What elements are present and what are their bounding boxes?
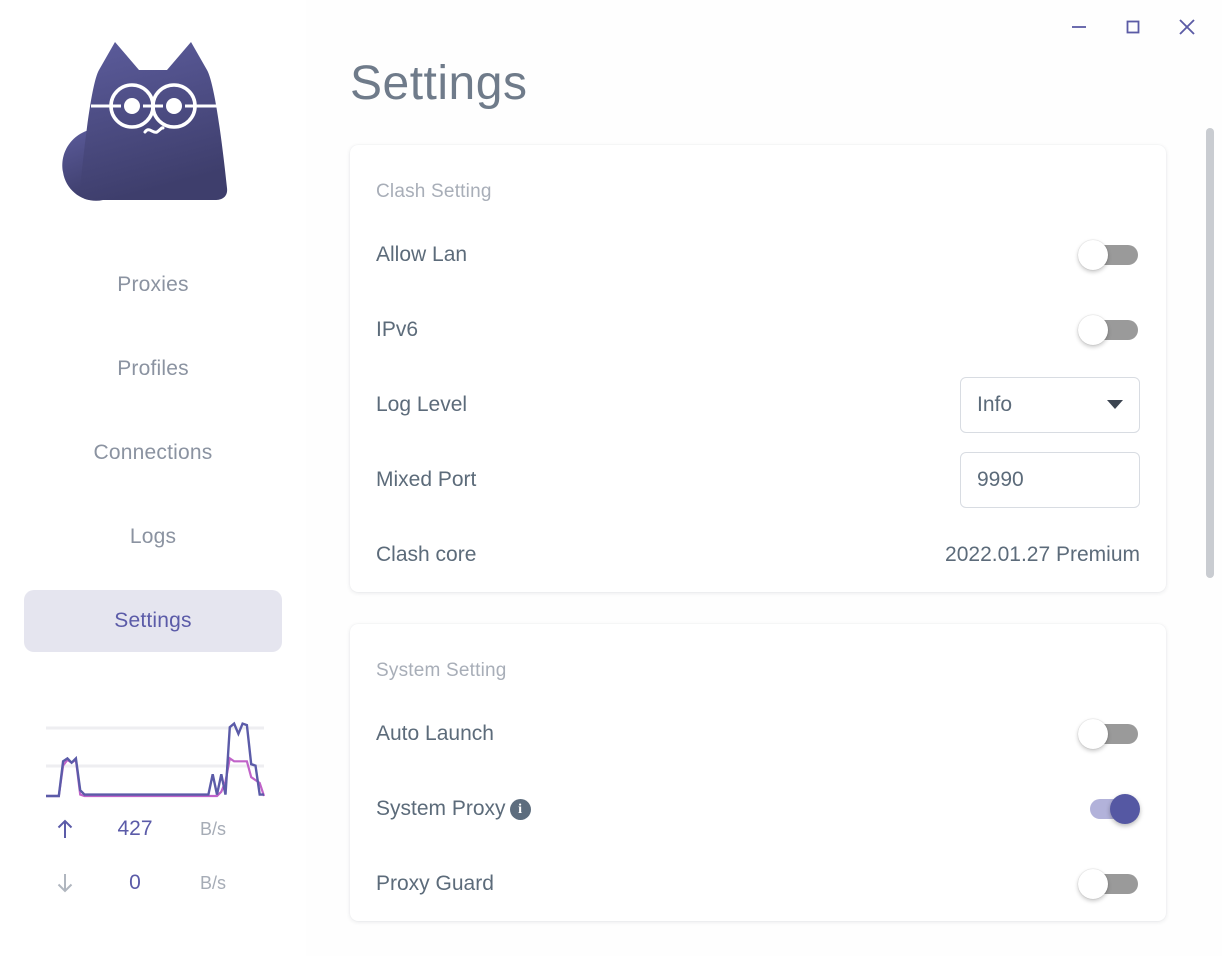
- proxy-guard-toggle[interactable]: [1078, 865, 1140, 903]
- ipv6-toggle[interactable]: [1078, 311, 1140, 349]
- row-label-text: System Proxy: [376, 796, 506, 820]
- clash-cat-logo: [53, 22, 253, 222]
- sidebar: Proxies Profiles Connections Logs Settin…: [0, 0, 306, 956]
- minimize-button[interactable]: [1066, 14, 1092, 40]
- sidebar-item-connections[interactable]: Connections: [24, 422, 282, 484]
- card-title: Clash Setting: [376, 181, 492, 202]
- clash-setting-card: Clash Setting Allow Lan IPv6: [350, 145, 1166, 592]
- minimize-icon: [1068, 16, 1090, 38]
- toggle-knob: [1078, 239, 1108, 270]
- chevron-down-icon: [1107, 400, 1123, 409]
- sidebar-item-label: Logs: [129, 525, 177, 548]
- card-title: System Setting: [376, 660, 507, 681]
- main-content: Settings Clash Setting Allow Lan IPv6: [306, 0, 1222, 956]
- traffic-upload-row: 427 B/s: [38, 802, 268, 856]
- maximize-icon: [1122, 16, 1144, 38]
- sidebar-nav: Proxies Profiles Connections Logs Settin…: [0, 254, 306, 674]
- download-speed-value: 0: [129, 871, 141, 894]
- arrow-down-icon: [38, 870, 92, 896]
- row-allow-lan: Allow Lan: [376, 217, 1140, 292]
- upload-speed-value: 427: [117, 817, 153, 840]
- sidebar-item-label: Profiles: [117, 357, 189, 380]
- row-ipv6: IPv6: [376, 292, 1140, 367]
- row-proxy-guard: Proxy Guard: [376, 846, 1140, 921]
- row-label: System Proxy i: [376, 797, 531, 821]
- row-label: Allow Lan: [376, 242, 468, 266]
- sidebar-item-label: Connections: [93, 441, 213, 464]
- close-icon: [1175, 15, 1199, 39]
- sidebar-item-profiles[interactable]: Profiles: [24, 338, 282, 400]
- info-icon[interactable]: i: [509, 799, 531, 820]
- row-label: IPv6: [376, 317, 419, 341]
- page-title: Settings: [350, 57, 528, 110]
- sidebar-item-proxies[interactable]: Proxies: [24, 254, 282, 316]
- row-clash-core: Clash core 2022.01.27 Premium: [376, 517, 1140, 592]
- row-label: Proxy Guard: [376, 871, 494, 895]
- row-label: Clash core: [376, 542, 477, 566]
- row-label: Auto Launch: [376, 721, 494, 745]
- toggle-knob: [1078, 314, 1108, 345]
- traffic-widget: 427 B/s 0 B/s: [38, 714, 268, 910]
- row-label: Mixed Port: [376, 467, 477, 491]
- arrow-up-icon: [38, 816, 92, 842]
- row-mixed-port: Mixed Port: [376, 442, 1140, 517]
- traffic-download-row: 0 B/s: [38, 856, 268, 910]
- toggle-knob: [1110, 793, 1140, 824]
- log-level-value: Info: [977, 392, 1013, 416]
- sidebar-item-label: Proxies: [117, 273, 189, 296]
- download-speed-unit: B/s: [199, 872, 226, 893]
- row-label: Log Level: [376, 392, 468, 416]
- toggle-knob: [1078, 718, 1108, 749]
- sidebar-item-label: Settings: [114, 609, 192, 632]
- row-log-level: Log Level Info: [376, 367, 1140, 442]
- system-proxy-toggle[interactable]: [1078, 790, 1140, 828]
- upload-speed-unit: B/s: [199, 818, 226, 839]
- clash-core-version: 2022.01.27 Premium: [945, 542, 1140, 566]
- row-system-proxy: System Proxy i: [376, 771, 1140, 846]
- mixed-port-input[interactable]: [960, 451, 1140, 508]
- sidebar-item-logs[interactable]: Logs: [24, 506, 282, 568]
- window-controls: [1066, 14, 1200, 40]
- allow-lan-toggle[interactable]: [1078, 236, 1140, 274]
- system-setting-card: System Setting Auto Launch System Proxy …: [350, 624, 1166, 921]
- log-level-select[interactable]: Info: [960, 376, 1140, 433]
- settings-cards: Clash Setting Allow Lan IPv6: [350, 145, 1166, 953]
- close-button[interactable]: [1174, 14, 1200, 40]
- traffic-sparkline-chart: [38, 714, 268, 802]
- row-auto-launch: Auto Launch: [376, 696, 1140, 771]
- vertical-scrollbar[interactable]: [1206, 128, 1214, 578]
- toggle-knob: [1078, 868, 1108, 899]
- sidebar-item-settings[interactable]: Settings: [24, 590, 282, 652]
- maximize-button[interactable]: [1120, 14, 1146, 40]
- auto-launch-toggle[interactable]: [1078, 715, 1140, 753]
